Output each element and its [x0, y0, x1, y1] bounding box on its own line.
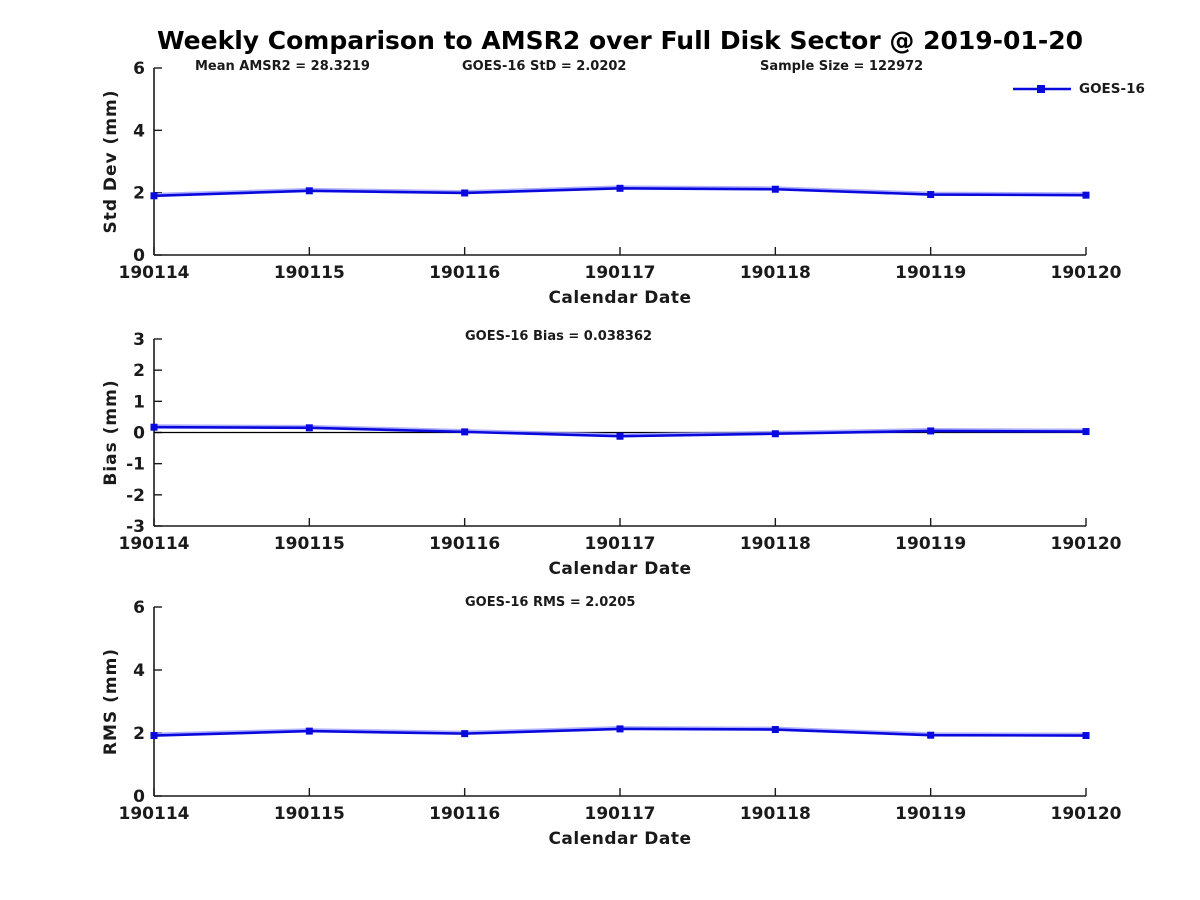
x-tick-label: 190118: [740, 804, 811, 824]
x-tick-label: 190119: [895, 534, 966, 554]
x-axis-title: Calendar Date: [548, 829, 691, 849]
x-axis-title: Calendar Date: [548, 559, 691, 579]
annotation-goes16-std: GOES-16 StD = 2.0202: [462, 59, 627, 74]
annotation-goes16-bias: GOES-16 Bias = 0.038362: [465, 329, 653, 344]
data-point-marker: [461, 189, 469, 197]
x-tick-label: 190119: [895, 263, 966, 283]
x-axis-title: Calendar Date: [548, 288, 691, 308]
x-tick-label: 190117: [585, 804, 656, 824]
annotation-sample-size: Sample Size = 122972: [760, 59, 924, 74]
y-tick-label: -1: [126, 455, 145, 475]
y-axis-title: RMS (mm): [101, 648, 121, 755]
y-tick-label: 3: [133, 330, 145, 350]
y-tick-label: 2: [133, 724, 145, 744]
annotation-goes16-rms: GOES-16 RMS = 2.0205: [465, 595, 636, 610]
y-tick-label: -3: [126, 517, 145, 537]
x-tick-label: 190120: [1051, 263, 1122, 283]
data-point-marker: [771, 185, 779, 193]
data-point-marker: [150, 732, 158, 740]
data-point-marker: [927, 731, 935, 739]
x-tick-label: 190115: [274, 804, 345, 824]
data-point-marker: [616, 725, 624, 733]
legend-line-marker-icon: [1013, 85, 1071, 93]
data-point-marker: [305, 424, 313, 432]
x-tick-label: 190114: [119, 804, 190, 824]
y-tick-label: 1: [133, 392, 145, 412]
x-tick-label: 190120: [1051, 804, 1122, 824]
x-tick-label: 190117: [585, 534, 656, 554]
data-point-marker: [1082, 428, 1090, 436]
data-point-marker: [305, 727, 313, 735]
y-tick-label: 0: [133, 787, 145, 807]
data-point-marker: [927, 427, 935, 435]
x-tick-label: 190117: [585, 263, 656, 283]
legend: GOES-16: [1012, 81, 1145, 97]
y-tick-label: -2: [126, 486, 145, 506]
x-tick-label: 190118: [740, 263, 811, 283]
y-tick-label: 0: [133, 424, 145, 444]
x-tick-label: 190115: [274, 534, 345, 554]
y-tick-label: 4: [133, 121, 145, 141]
y-tick-label: 2: [133, 361, 145, 381]
data-point-marker: [771, 430, 779, 438]
data-point-marker: [150, 423, 158, 431]
y-tick-label: 2: [133, 184, 145, 204]
y-axis-title: Bias (mm): [101, 379, 121, 485]
x-tick-label: 190116: [429, 263, 500, 283]
data-point-marker: [1082, 191, 1090, 199]
y-axis-title: Std Dev (mm): [101, 89, 121, 233]
x-tick-label: 190118: [740, 534, 811, 554]
figure-title: Weekly Comparison to AMSR2 over Full Dis…: [156, 26, 1083, 55]
data-point-marker: [461, 730, 469, 738]
y-tick-label: 4: [133, 661, 145, 681]
data-point-marker: [616, 184, 624, 192]
x-tick-label: 190120: [1051, 534, 1122, 554]
y-tick-label: 6: [133, 598, 145, 618]
data-point-marker: [1082, 732, 1090, 740]
y-tick-label: 6: [133, 59, 145, 79]
y-tick-label: 0: [133, 246, 145, 266]
x-tick-label: 190116: [429, 534, 500, 554]
data-point-marker: [305, 187, 313, 195]
x-tick-label: 190114: [119, 534, 190, 554]
x-tick-label: 190114: [119, 263, 190, 283]
legend-label: GOES-16: [1079, 81, 1145, 97]
data-point-marker: [461, 428, 469, 436]
x-tick-label: 190119: [895, 804, 966, 824]
x-tick-label: 190116: [429, 804, 500, 824]
annotation-mean-amsr2: Mean AMSR2 = 28.3219: [195, 59, 370, 74]
x-tick-label: 190115: [274, 263, 345, 283]
data-point-marker: [771, 726, 779, 734]
data-point-marker: [150, 192, 158, 200]
data-point-marker: [927, 191, 935, 199]
data-point-marker: [616, 432, 624, 440]
